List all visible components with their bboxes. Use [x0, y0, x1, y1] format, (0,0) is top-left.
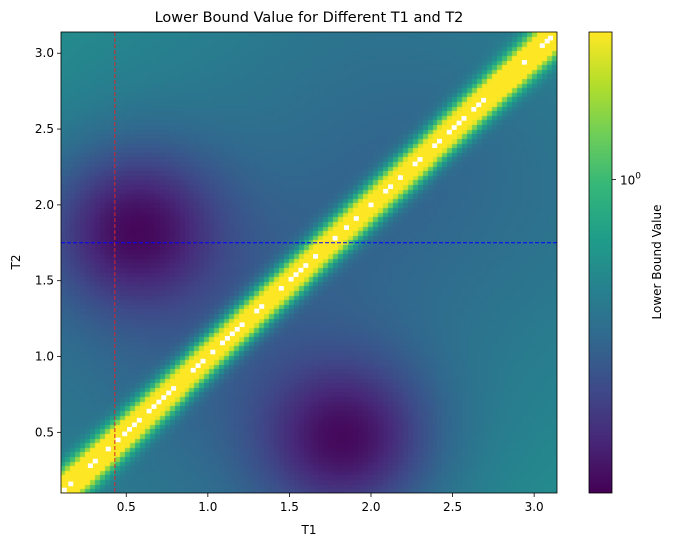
undefined-cell — [151, 404, 157, 409]
reference-lines — [61, 32, 557, 493]
undefined-cell — [471, 107, 477, 112]
undefined-cell — [127, 427, 132, 432]
undefined-cell — [548, 35, 553, 41]
undefined-cell — [220, 340, 225, 346]
undefined-cell — [136, 417, 142, 423]
undefined-cell — [332, 235, 338, 241]
undefined-cell — [353, 216, 359, 221]
colorbar-tick-label: 100 — [620, 172, 641, 188]
undefined-cell — [461, 116, 467, 121]
undefined-cell — [437, 138, 442, 144]
y-tick-label: 3.0 — [35, 46, 54, 60]
undefined-cell — [229, 331, 235, 337]
y-tick-label: 2.0 — [35, 198, 54, 212]
x-tick-label: 1.5 — [280, 500, 299, 514]
y-tick-label: 1.0 — [35, 350, 54, 364]
undefined-cell — [210, 349, 216, 355]
undefined-cell — [234, 326, 240, 332]
undefined-cell — [87, 463, 93, 468]
undefined-cell — [131, 422, 137, 428]
x-axis-ticks: 0.5 1.0 1.5 2.0 2.5 3.0 — [117, 493, 544, 514]
undefined-cell — [412, 161, 418, 167]
y-tick-label: 0.5 — [35, 425, 54, 439]
undefined-cell — [146, 408, 152, 414]
undefined-cell — [105, 446, 111, 452]
undefined-cell — [303, 263, 309, 268]
undefined-cell — [171, 386, 177, 391]
x-tick-label: 2.5 — [443, 500, 462, 514]
undefined-cell — [544, 38, 550, 44]
undefined-cell — [313, 254, 318, 259]
undefined-cell — [195, 363, 201, 368]
undefined-cell — [451, 125, 457, 130]
colorbar-gradient — [589, 32, 612, 493]
undefined-cell — [239, 322, 245, 327]
x-axis-label: T1 — [301, 523, 317, 537]
undefined-cell — [166, 390, 172, 396]
x-tick-label: 2.0 — [361, 500, 380, 514]
undefined-cell — [115, 437, 121, 443]
undefined-cell — [432, 143, 438, 148]
colorbar-frame — [588, 31, 613, 494]
undefined-cell — [344, 225, 349, 230]
colorbar-ticks: 100 — [612, 172, 641, 188]
undefined-cell — [521, 60, 527, 65]
undefined-cell — [190, 367, 196, 373]
x-tick-label: 1.0 — [198, 500, 217, 514]
y-tick-label: 2.5 — [35, 122, 54, 136]
undefined-cell — [92, 458, 98, 464]
undefined-cell — [61, 487, 67, 493]
undefined-cell — [298, 267, 304, 273]
undefined-cell — [383, 188, 389, 194]
x-tick-label: 0.5 — [117, 500, 136, 514]
undefined-cell — [417, 157, 423, 162]
undefined-cell — [456, 120, 462, 126]
undefined-cell — [288, 276, 294, 282]
undefined-cell — [476, 102, 482, 108]
undefined-cell — [224, 336, 230, 341]
undefined-cell — [539, 43, 545, 48]
undefined-cell — [254, 308, 260, 314]
undefined-cell — [200, 358, 206, 364]
undefined-cell — [161, 395, 167, 400]
colorbar-label: Lower Bound Value — [650, 205, 664, 320]
undefined-cell — [259, 304, 265, 309]
chart-title: Lower Bound Value for Different T1 and T… — [155, 10, 464, 26]
undefined-cell — [368, 202, 374, 208]
y-axis-ticks: 0.5 1.0 1.5 2.0 2.5 3.0 — [35, 46, 61, 439]
undefined-cell — [156, 399, 162, 405]
y-tick-label: 1.5 — [35, 274, 54, 288]
undefined-cell — [388, 184, 394, 189]
undefined-cell — [446, 129, 452, 135]
undefined-cells — [61, 35, 553, 493]
y-axis-label: T2 — [9, 255, 23, 271]
undefined-cell — [122, 431, 128, 437]
plot-frame — [60, 31, 558, 494]
undefined-cell — [481, 97, 487, 103]
undefined-cell — [68, 481, 74, 487]
undefined-cell — [397, 175, 403, 180]
undefined-cell — [293, 272, 299, 277]
x-tick-label: 3.0 — [525, 500, 544, 514]
undefined-cell — [278, 286, 284, 291]
